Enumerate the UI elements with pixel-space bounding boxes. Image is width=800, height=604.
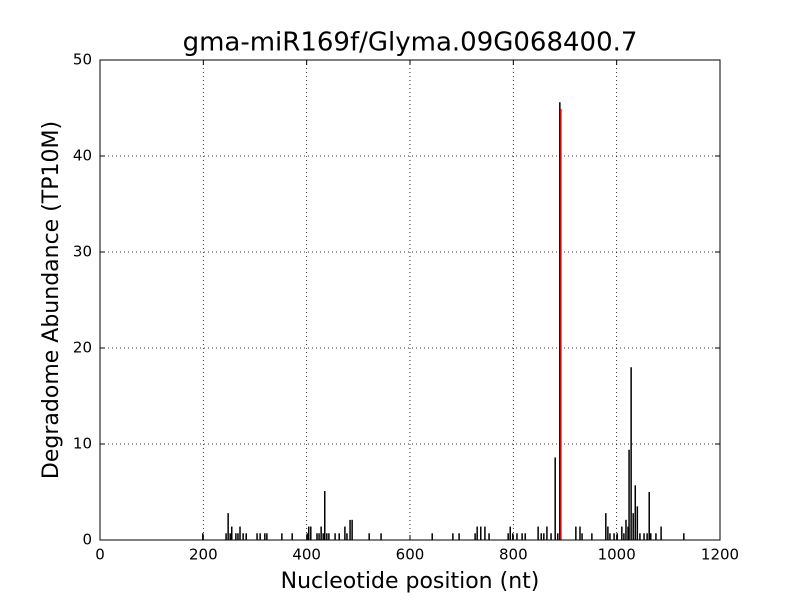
chart-title: gma-miR169f/Glyma.09G068400.7 (183, 28, 638, 58)
y-axis-label: Degradome Abundance (TP10M) (39, 121, 64, 479)
y-tick-label: 50 (73, 51, 92, 69)
x-tick-label: 0 (95, 546, 105, 564)
x-tick-label: 1200 (701, 546, 739, 564)
plot-frame (99, 59, 721, 541)
y-tick-label: 0 (82, 531, 92, 549)
x-tick-label: 600 (396, 546, 425, 564)
y-tick-label: 20 (73, 339, 92, 357)
x-tick-label: 200 (189, 546, 218, 564)
x-tick-label: 400 (292, 546, 321, 564)
x-tick-label: 800 (499, 546, 528, 564)
x-axis-label: Nucleotide position (nt) (281, 569, 540, 594)
x-tick-label: 1000 (598, 546, 636, 564)
y-tick-label: 10 (73, 435, 92, 453)
y-tick-label: 40 (73, 147, 92, 165)
y-tick-label: 30 (73, 243, 92, 261)
